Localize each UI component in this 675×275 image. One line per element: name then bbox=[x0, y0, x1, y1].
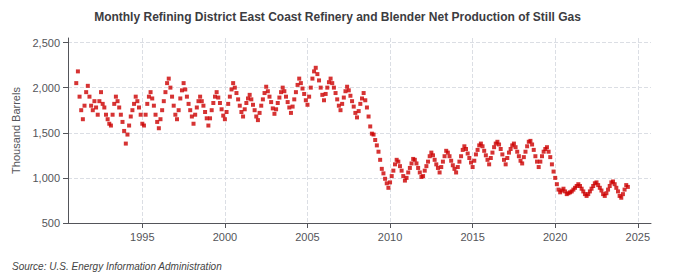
svg-text:1,000: 1,000 bbox=[32, 172, 60, 184]
svg-text:500: 500 bbox=[42, 217, 60, 229]
svg-text:Monthly Refining District East: Monthly Refining District East Coast Ref… bbox=[94, 10, 581, 24]
svg-text:2,000: 2,000 bbox=[32, 82, 60, 94]
svg-text:Source: U.S. Energy Informatio: Source: U.S. Energy Information Administ… bbox=[12, 261, 222, 272]
svg-text:Thousand Barrels: Thousand Barrels bbox=[10, 87, 22, 174]
svg-text:2,500: 2,500 bbox=[32, 37, 60, 49]
svg-text:2015: 2015 bbox=[460, 231, 484, 243]
svg-text:1,500: 1,500 bbox=[32, 127, 60, 139]
svg-text:2000: 2000 bbox=[213, 231, 237, 243]
svg-text:2025: 2025 bbox=[626, 231, 650, 243]
svg-text:2020: 2020 bbox=[543, 231, 567, 243]
svg-text:2010: 2010 bbox=[378, 231, 402, 243]
svg-text:2005: 2005 bbox=[295, 231, 319, 243]
svg-text:1995: 1995 bbox=[130, 231, 154, 243]
